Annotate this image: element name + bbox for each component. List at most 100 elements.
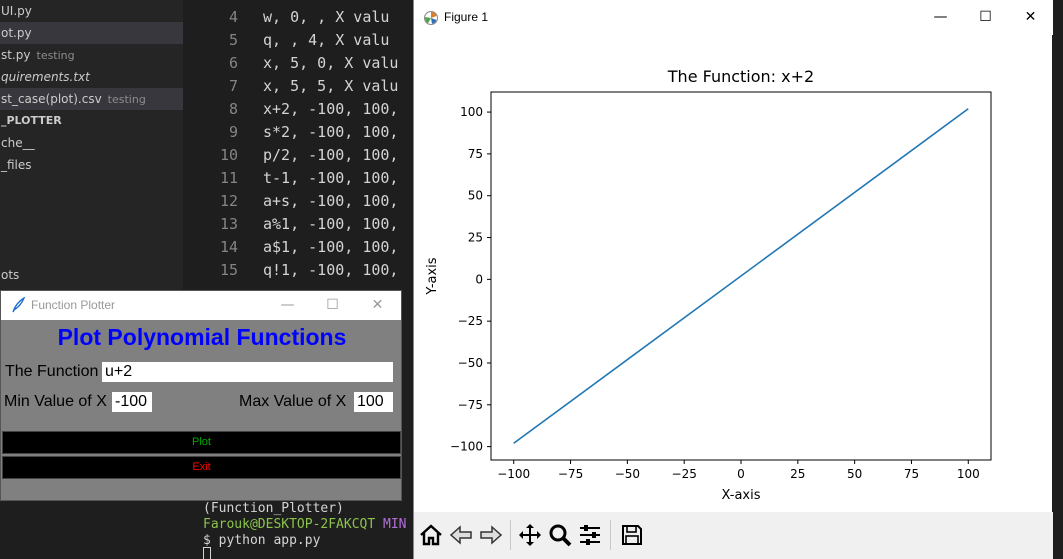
x-tick-label: 100 (957, 467, 980, 481)
line-number: 11 (219, 169, 238, 187)
line-number: 8 (228, 100, 238, 118)
configure-subplots-icon (580, 525, 600, 545)
figure-titlebar[interactable]: Figure 1 — ☐ ✕ (414, 0, 1053, 35)
zoom-button[interactable] (545, 520, 575, 550)
y-tick-label: 0 (475, 272, 483, 286)
code-line: 12 a+s, -100, 100, (183, 190, 399, 213)
function-label: The Function (5, 363, 99, 380)
code-line: 15 q!1, -100, 100, (183, 259, 399, 282)
explorer-item[interactable]: quirements.txt (0, 66, 183, 88)
series-group (513, 108, 969, 444)
home-button[interactable] (416, 520, 446, 550)
minimize-button[interactable]: — (933, 9, 948, 25)
y-axis-label: Y-axis (425, 257, 440, 295)
max-x-input[interactable] (354, 392, 393, 412)
explorer-item[interactable]: UI.py (0, 0, 183, 22)
explorer-item[interactable]: che__ (0, 132, 183, 154)
code-line: 5 q, , 4, X valu (183, 29, 389, 52)
zoom-icon (549, 524, 572, 547)
line-text: a+s, -100, 100, (263, 192, 399, 210)
exit-button[interactable]: Exit (2, 456, 401, 479)
explorer-item[interactable]: ots (0, 264, 183, 286)
terminal-venv-line: (Function_Plotter) (203, 501, 344, 516)
x-tick-label: −100 (497, 467, 530, 481)
y-tick-label: 25 (468, 231, 483, 245)
terminal-cursor (203, 547, 211, 559)
terminal-panel[interactable]: (Function_Plotter) Farouk@DESKTOP-2FAKCQ… (183, 500, 413, 559)
function-plotter-title: Function Plotter (31, 298, 116, 312)
x-tick-label: 25 (790, 467, 805, 481)
line-text: q, , 4, X valu (263, 31, 390, 49)
x-tick-label: −50 (615, 467, 640, 481)
explorer-item-label: _files (1, 158, 32, 172)
code-line: 4 w, 0, , X valu (183, 6, 389, 29)
y-tick-label: −75 (458, 398, 483, 412)
code-line: 8 x+2, -100, 100, (183, 98, 399, 121)
x-axis-label: X-axis (722, 488, 761, 503)
function-plotter-window: Function Plotter — ☐ ✕ Plot Polynomial F… (0, 290, 402, 501)
explorer-item-label: UI.py (1, 4, 32, 18)
figure-title: Figure 1 (444, 10, 489, 24)
save-button[interactable] (617, 520, 647, 550)
terminal-prompt-line: Farouk@DESKTOP-2FAKCQT MIN (203, 517, 407, 533)
line-number: 7 (228, 77, 238, 95)
explorer-section-header[interactable]: _PLOTTER (0, 110, 183, 132)
explorer-item[interactable]: st.py testing (0, 44, 183, 66)
configure-subplots-button[interactable] (575, 520, 605, 550)
maximize-button[interactable]: ☐ (979, 9, 992, 25)
toolbar-separator (510, 520, 511, 550)
explorer-sidebar: UI.py ot.py st.py testing quirements.txt … (0, 0, 183, 290)
plot-button[interactable]: Plot (2, 431, 401, 454)
line-text: a$1, -100, 100, (263, 238, 399, 256)
line-text: p/2, -100, 100, (263, 146, 399, 164)
explorer-item[interactable]: ot.py (0, 22, 183, 44)
terminal-mingw: MIN (383, 517, 407, 532)
y-tick-label: −25 (458, 314, 483, 328)
series-line (513, 108, 969, 444)
line-number: 9 (228, 123, 238, 141)
minimize-button[interactable]: — (280, 297, 295, 313)
figure-toolbar (414, 512, 1053, 559)
y-axis-ticks: −100 −75 −50 −25 0 25 50 75 100 (450, 105, 491, 454)
chart-title: The Function: x+2 (667, 67, 814, 86)
min-x-input[interactable] (112, 392, 152, 412)
y-tick-label: −100 (450, 440, 483, 454)
plot-canvas[interactable]: The Function: x+2 −100 −75 −50 −25 0 25 50 75 10… (414, 35, 1053, 512)
line-text: q!1, -100, 100, (263, 261, 399, 279)
explorer-item-label: che__ (1, 136, 35, 150)
terminal-cursor-line (203, 546, 211, 559)
x-tick-label: 0 (737, 467, 745, 481)
forward-button[interactable] (476, 520, 506, 550)
explorer-item[interactable]: _files (0, 154, 183, 176)
toolbar-separator (610, 520, 611, 550)
close-button[interactable]: ✕ (371, 297, 384, 313)
line-number: 5 (228, 31, 238, 49)
code-line: 11 t-1, -100, 100, (183, 167, 399, 190)
y-tick-label: −50 (458, 356, 483, 370)
min-x-label: Min Value of X (4, 393, 107, 410)
feather-icon (12, 297, 25, 313)
pan-button[interactable] (515, 520, 545, 550)
code-line: 6 x, 5, 0, X valu (183, 52, 399, 75)
y-tick-label: 75 (468, 147, 483, 161)
function-input[interactable] (102, 362, 393, 382)
back-button[interactable] (446, 520, 476, 550)
home-icon (420, 524, 442, 546)
background-window-edge (1052, 0, 1063, 559)
explorer-item-tag: testing (107, 93, 146, 106)
close-button[interactable]: ✕ (1024, 9, 1037, 25)
explorer-item-label: st.py (1, 48, 31, 62)
explorer-item-label: _PLOTTER (1, 114, 62, 127)
maximize-button[interactable]: ☐ (326, 297, 339, 313)
x-tick-label: 50 (847, 467, 862, 481)
explorer-item-label: st_case(plot).csv (1, 92, 102, 106)
save-icon (622, 525, 642, 545)
explorer-item[interactable]: st_case(plot).csv testing (0, 88, 183, 110)
x-tick-label: −75 (558, 467, 583, 481)
line-text: a%1, -100, 100, (263, 215, 399, 233)
line-number: 12 (219, 192, 238, 210)
function-plotter-titlebar[interactable]: Function Plotter — ☐ ✕ (1, 291, 401, 320)
x-tick-label: 75 (904, 467, 919, 481)
y-tick-label: 100 (460, 105, 483, 119)
terminal-command-line: $ python app.py (203, 533, 321, 548)
